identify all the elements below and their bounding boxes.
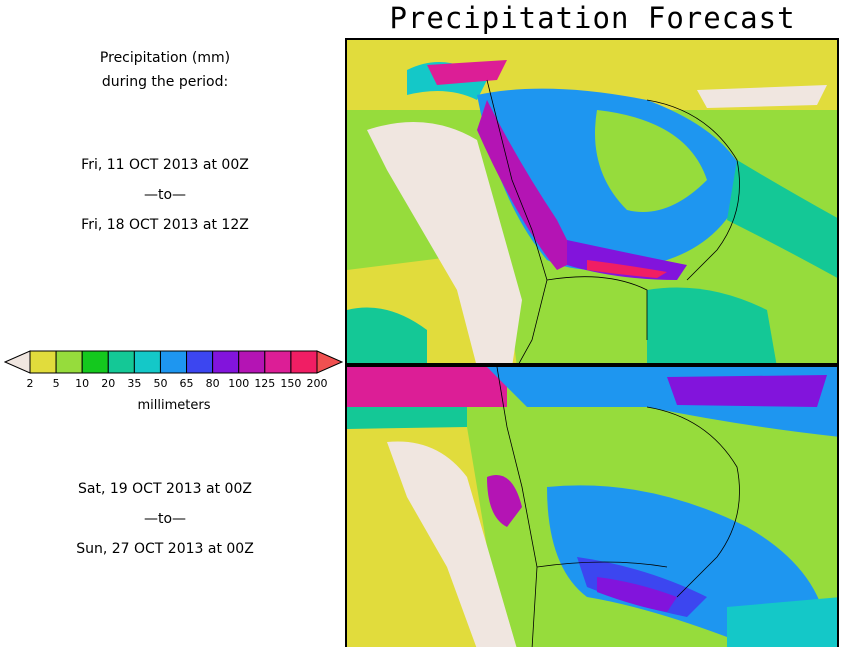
forecast-map-period1 <box>345 38 839 365</box>
period2-end: Sun, 27 OCT 2013 at 00Z <box>76 541 254 557</box>
legend-color-box <box>290 350 318 374</box>
map2-north-maxima <box>347 367 507 407</box>
legend-color-box <box>264 350 292 374</box>
legend-tick-label: 80 <box>205 377 220 390</box>
legend-color-box <box>186 350 214 374</box>
period1-separator: —to— <box>143 187 187 203</box>
legend-tick-label: 10 <box>75 377 90 390</box>
legend-color-box <box>159 350 188 374</box>
period1-text: Fri, 11 OCT 2013 at 00Z —to— Fri, 18 OCT… <box>0 150 330 240</box>
map2-purple-core <box>597 577 677 612</box>
legend-color-box <box>212 350 240 374</box>
map1-southeast-teal <box>647 287 777 363</box>
map1-west-teal <box>347 307 427 363</box>
color-legend: 2 5 10 20 35 50 65 80 100 125 150 200 millimeters <box>3 348 344 418</box>
legend-color-box <box>107 350 135 374</box>
legend-tick-label: 100 <box>228 377 250 390</box>
legend-colorbar <box>3 350 344 374</box>
legend-color-box <box>238 350 266 374</box>
map2-southeast-cyan <box>727 597 837 647</box>
map1-south-maxima <box>587 260 667 278</box>
map2-southern-blue <box>547 485 827 637</box>
legend-units: millimeters <box>137 398 211 413</box>
map2-north-purple <box>667 375 827 407</box>
map1-north-maxima <box>427 60 507 85</box>
period2-start: Sat, 19 OCT 2013 at 00Z <box>78 481 252 497</box>
map1-inner-green <box>595 110 707 212</box>
period-label-line2: during the period: <box>101 74 229 90</box>
legend-tick-label: 125 <box>254 377 276 390</box>
legend-tick-label: 50 <box>153 377 168 390</box>
period1-start: Fri, 11 OCT 2013 at 00Z <box>81 157 249 173</box>
period-label-line1: Precipitation (mm) <box>99 50 231 66</box>
map2-canvas <box>347 367 837 647</box>
legend-left-arrow <box>3 350 31 374</box>
forecast-map-period2 <box>345 365 839 647</box>
legend-tick-label: 65 <box>179 377 194 390</box>
period2-text: Sat, 19 OCT 2013 at 00Z —to— Sun, 27 OCT… <box>0 474 330 564</box>
legend-color-box <box>133 350 161 374</box>
map1-dry-coast <box>367 122 522 363</box>
legend-color-box <box>55 350 83 374</box>
map2-dry-coast <box>387 441 517 647</box>
map1-atlantic-band <box>727 160 837 278</box>
legend-tick-label: 2 <box>26 377 34 390</box>
map2-coastline <box>496 367 740 647</box>
legend-tick-label: 200 <box>306 377 328 390</box>
legend-tick-label: 35 <box>127 377 142 390</box>
map1-coastline <box>486 79 740 363</box>
legend-color-box <box>29 350 57 374</box>
page-title: Precipitation Forecast <box>389 1 796 35</box>
legend-tick-label: 150 <box>280 377 302 390</box>
map2-west-maxima <box>487 475 522 527</box>
legend-right-arrow <box>316 350 344 374</box>
period1-end: Fri, 18 OCT 2013 at 12Z <box>81 217 249 233</box>
legend-color-box <box>81 350 109 374</box>
period2-separator: —to— <box>143 511 187 527</box>
legend-tick-label: 5 <box>52 377 60 390</box>
period-header: Precipitation (mm) during the period: <box>0 46 330 94</box>
map2-north-teal <box>347 407 467 429</box>
legend-tick-label: 20 <box>101 377 116 390</box>
map1-dry-north <box>697 85 827 108</box>
map1-andes-band <box>477 100 577 270</box>
map1-canvas <box>347 40 837 363</box>
